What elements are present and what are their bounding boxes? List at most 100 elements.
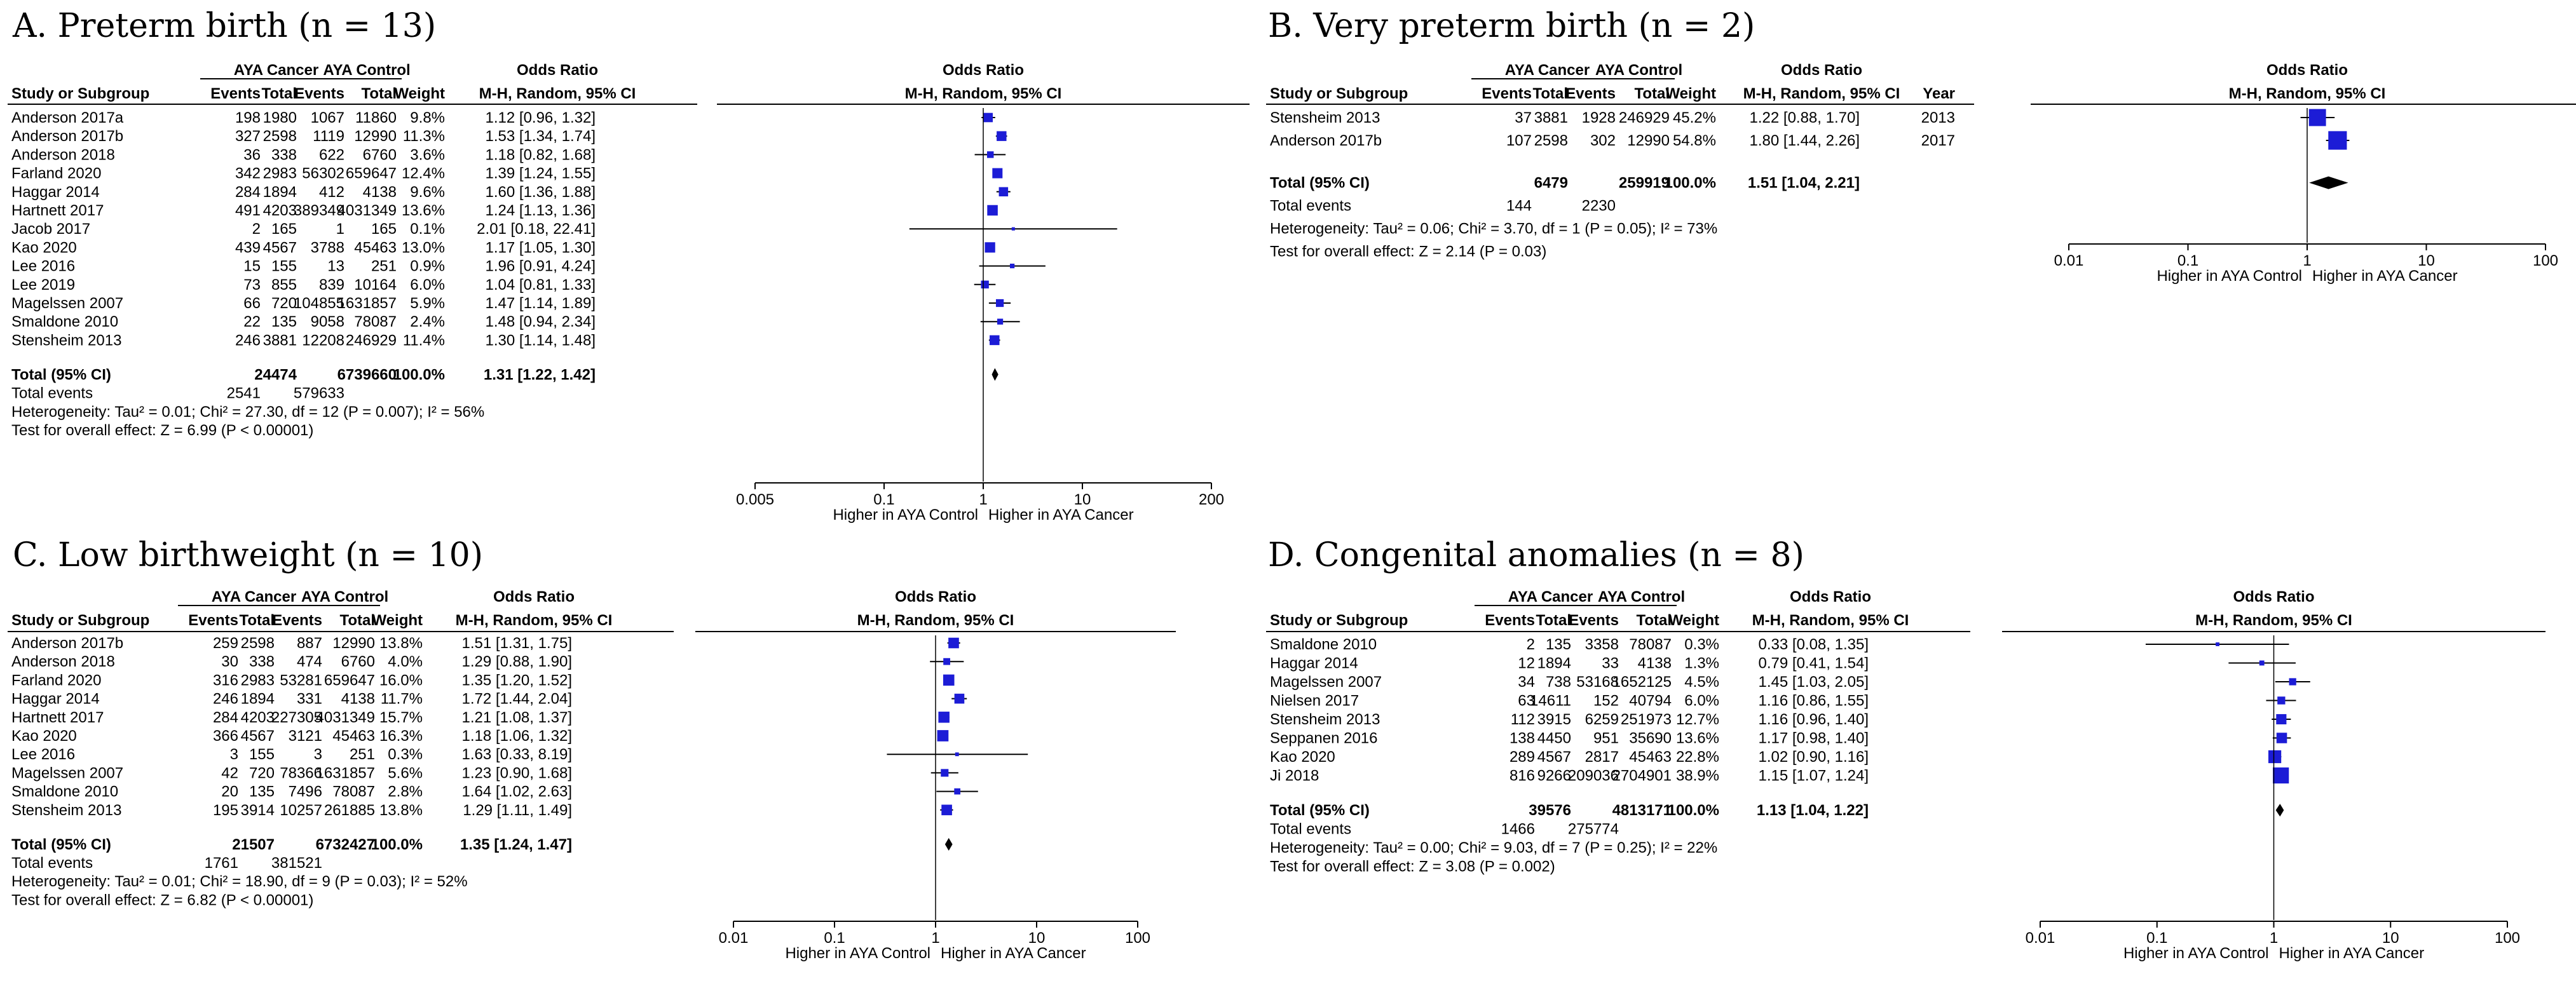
effect-marker — [2289, 678, 2296, 686]
control-total: 4138 — [363, 184, 397, 201]
control-events: 7496 — [289, 783, 322, 801]
cancer-events: 107 — [1506, 132, 1532, 149]
study-or-ci: 1.39 [1.24, 1.55] — [486, 165, 596, 182]
cancer-events: 342 — [235, 165, 261, 182]
study-weight: 54.8% — [1673, 132, 1716, 149]
study-weight: 11.7% — [381, 691, 423, 708]
effect-marker — [954, 693, 965, 704]
study-weight: 9.6% — [410, 184, 445, 201]
total1-col-header: Total — [239, 612, 275, 629]
control-events: 13 — [327, 258, 344, 275]
study-weight: 13.0% — [402, 239, 445, 256]
weight-col-header: Weight — [372, 612, 423, 629]
total-control-events: 2230 — [1582, 198, 1616, 215]
cancer-total: 155 — [271, 258, 297, 275]
cancer-total: 1894 — [263, 184, 297, 201]
cancer-total: 2983 — [241, 672, 275, 689]
control-events: 53168 — [1576, 673, 1619, 691]
events2-col-header: Events — [1569, 612, 1619, 629]
total-or-ci: 1.51 [1.04, 2.21] — [1748, 175, 1860, 192]
study-name: Anderson 2017b — [11, 635, 123, 652]
control-total: 12990 — [1627, 132, 1670, 149]
study-weight: 0.3% — [388, 746, 423, 763]
study-weight: 13.6% — [1676, 730, 1719, 747]
control-total: 10164 — [354, 276, 397, 294]
total2-col-header: Total — [1636, 612, 1672, 629]
cancer-events: 66 — [243, 295, 261, 312]
total-control-n: 6732427 — [316, 836, 375, 853]
favours-right-label: Higher in AYA Cancer — [2312, 267, 2458, 285]
effect-marker — [997, 318, 1004, 325]
cancer-events: 491 — [235, 202, 261, 219]
group2-header: AYA Control — [1595, 62, 1682, 79]
favours-left-label: Higher in AYA Control — [833, 506, 978, 524]
total-or-ci: 1.13 [1.04, 1.22] — [1757, 802, 1869, 819]
group1-header: AYA Cancer — [1508, 588, 1593, 606]
study-name: Hartnett 2017 — [11, 709, 104, 726]
study-weight: 0.3% — [1684, 636, 1719, 653]
effect-marker — [938, 712, 950, 723]
total-label: Total (95% CI) — [1270, 175, 1370, 192]
favours-left-label: Higher in AYA Control — [2157, 267, 2302, 285]
total-cancer-n: 24474 — [254, 366, 297, 383]
x-tick-label: 0.01 — [2026, 930, 2055, 947]
total-label: Total (95% CI) — [1270, 802, 1370, 819]
total-or-ci: 1.35 [1.24, 1.47] — [460, 836, 572, 853]
study-name: Farland 2020 — [11, 165, 101, 182]
cancer-events: 246 — [213, 691, 238, 708]
events1-col-header: Events — [1485, 612, 1535, 629]
total-label: Total (95% CI) — [11, 366, 111, 383]
study-or-ci: 1.22 [0.88, 1.70] — [1750, 109, 1860, 126]
control-total: 78087 — [354, 313, 397, 330]
study-weight: 3.6% — [410, 146, 445, 163]
weight-col-header: Weight — [1668, 612, 1719, 629]
events1-col-header: Events — [188, 612, 238, 629]
study-or-ci: 1.35 [1.20, 1.52] — [462, 672, 572, 689]
control-total: 6760 — [363, 146, 397, 163]
cancer-total: 1894 — [1537, 655, 1571, 672]
control-total: 45463 — [1629, 748, 1672, 766]
cancer-events: 198 — [235, 109, 261, 126]
pooled-diamond — [992, 368, 998, 381]
cancer-total: 720 — [249, 764, 275, 781]
total-control-n: 4813171 — [1612, 802, 1672, 819]
control-total: 246929 — [346, 332, 397, 349]
effect-marker — [943, 674, 955, 686]
cancer-total: 4567 — [241, 727, 275, 745]
study-weight: 13.6% — [402, 202, 445, 219]
study-or-ci: 1.48 [0.94, 2.34] — [486, 313, 596, 330]
or-plot-subheader: M-H, Random, 95% CI — [2195, 612, 2352, 629]
study-name: Haggar 2014 — [1270, 655, 1358, 672]
cancer-events: 2 — [252, 220, 261, 238]
cancer-total: 1980 — [263, 109, 297, 126]
effect-marker — [2276, 714, 2287, 725]
x-tick-label: 1 — [2303, 252, 2311, 269]
study-weight: 4.0% — [388, 653, 423, 670]
study-or-ci: 1.29 [0.88, 1.90] — [462, 653, 572, 670]
effect-marker — [941, 769, 949, 777]
study-or-ci: 2.01 [0.18, 22.41] — [477, 220, 596, 238]
study-name: Anderson 2017b — [11, 128, 123, 145]
effect-marker — [990, 335, 1000, 346]
total-control-n: 259919 — [1619, 175, 1670, 192]
study-weight: 0.9% — [410, 258, 445, 275]
cancer-total: 135 — [271, 313, 297, 330]
study-or-ci: 1.30 [1.14, 1.48] — [486, 332, 596, 349]
study-or-ci: 1.18 [1.06, 1.32] — [462, 727, 572, 745]
study-name: Magelssen 2007 — [1270, 673, 1382, 691]
x-tick-label: 1 — [979, 491, 987, 508]
study-name: Stensheim 2013 — [1270, 711, 1380, 728]
x-tick-label: 100 — [2533, 252, 2558, 269]
cancer-events: 112 — [1511, 711, 1535, 728]
events2-col-header: Events — [294, 85, 344, 102]
study-or-ci: 1.23 [0.90, 1.68] — [462, 764, 572, 781]
cancer-events: 3 — [230, 746, 238, 763]
study-name: Anderson 2018 — [11, 653, 115, 670]
study-weight: 5.6% — [388, 764, 423, 781]
control-events: 887 — [297, 635, 322, 652]
control-events: 302 — [1590, 132, 1616, 149]
control-total: 246929 — [1619, 109, 1670, 126]
control-total: 251973 — [1621, 711, 1672, 728]
study-name: Anderson 2018 — [11, 146, 115, 163]
total-events-label: Total events — [11, 385, 93, 402]
